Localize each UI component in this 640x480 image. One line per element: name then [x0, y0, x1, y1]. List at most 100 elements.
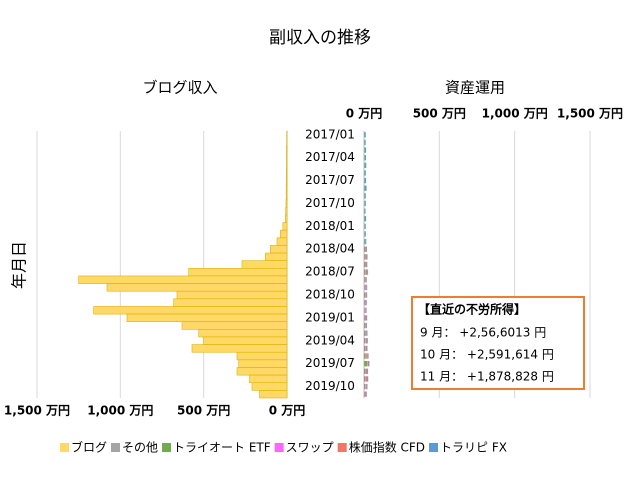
bar-segment: [364, 177, 365, 184]
bar-segment: [364, 383, 366, 390]
bar-segment: [364, 391, 365, 397]
bar: [236, 367, 288, 376]
bar: [285, 191, 288, 200]
legend-swatch: [111, 443, 121, 452]
legend-swatch: [337, 443, 347, 452]
legend-label: スワップ: [286, 441, 334, 455]
bar-segment: [365, 254, 367, 260]
y-tick-label: 2017/01: [305, 127, 355, 141]
bar: [285, 214, 288, 223]
bar-segment: [364, 315, 365, 321]
y-axis-title: 年月日: [10, 241, 29, 289]
bar-segment: [366, 383, 368, 390]
bar-segment: [365, 292, 367, 298]
bar-segment: [366, 353, 368, 359]
bar-segment: [364, 246, 366, 252]
bar: [173, 298, 288, 307]
bar-segment: [364, 216, 367, 222]
legend-label: トライオート ETF: [173, 441, 271, 455]
bar-segment: [364, 162, 367, 168]
bar-segment: [364, 147, 367, 153]
bar-segment: [365, 376, 366, 382]
bar-segment: [365, 277, 367, 283]
bar-segment: [364, 361, 368, 367]
bar-segment: [364, 338, 366, 344]
bar-segment: [365, 368, 366, 374]
legend-label: その他: [122, 441, 158, 455]
bar: [251, 382, 288, 391]
bar-segment: [366, 284, 368, 291]
bar-segment: [364, 299, 366, 306]
bar-segment: [364, 208, 366, 214]
bar-segment: [364, 353, 366, 359]
bar-segment: [364, 147, 365, 153]
bar-segment: [366, 254, 368, 260]
bar: [249, 374, 288, 384]
y-tick-label: 2017/07: [305, 173, 355, 187]
x-tick-label: 500 万円: [177, 404, 230, 418]
bar: [238, 359, 288, 368]
bar-segment: [364, 170, 366, 176]
bar-segment: [364, 368, 366, 374]
bar-segment: [365, 246, 367, 252]
bar-segment: [364, 299, 365, 306]
annotation-box: [411, 296, 585, 390]
bar-segment: [365, 299, 367, 306]
bar: [285, 206, 288, 216]
bar-segment: [367, 269, 369, 275]
bar: [286, 161, 288, 170]
bar-segment: [364, 200, 366, 207]
bar: [286, 153, 288, 162]
bar-segment: [366, 391, 367, 397]
bar: [78, 275, 288, 284]
bar: [191, 344, 288, 353]
bar-segment: [364, 223, 365, 230]
bar-segment: [365, 391, 367, 397]
y-tick-label: 2019/07: [305, 356, 355, 370]
bar-segment: [365, 307, 367, 313]
bar-segment: [364, 170, 365, 176]
bar-segment: [365, 330, 366, 336]
bar: [181, 321, 288, 330]
bar-segment: [364, 155, 365, 161]
bar: [270, 245, 288, 254]
bar-segment: [364, 200, 365, 207]
bar-segment: [365, 345, 367, 352]
bar-segment: [365, 376, 368, 382]
bar-segment: [364, 391, 366, 397]
legend-label: 株価指数 CFD: [349, 440, 425, 455]
bar: [126, 313, 288, 323]
bar-segment: [365, 338, 368, 344]
panel-title: 資産運用: [445, 79, 505, 97]
y-tick-label: 2017/04: [305, 150, 355, 164]
bar-segment: [364, 284, 366, 291]
bar-segment: [365, 284, 367, 291]
legend-swatch: [429, 443, 439, 452]
y-tick-label: 2017/10: [305, 196, 355, 210]
bar-segment: [364, 155, 366, 161]
y-tick-label: 2018/07: [305, 265, 355, 279]
bar-segment: [364, 292, 366, 298]
legend-swatch: [162, 443, 172, 452]
y-tick-label: 2018/10: [305, 288, 355, 302]
bar-segment: [364, 261, 366, 268]
bar-segment: [364, 193, 366, 199]
bar-segment: [364, 216, 365, 222]
bar-segment: [364, 315, 366, 321]
bar-segment: [367, 338, 368, 344]
bar-segment: [365, 261, 367, 268]
bar-segment: [365, 269, 368, 275]
legend-swatch: [274, 443, 284, 452]
bar-segment: [365, 353, 367, 359]
panel-title: ブログ収入: [142, 79, 217, 97]
bar-segment: [365, 330, 367, 336]
bar: [285, 184, 288, 193]
bar-segment: [368, 361, 370, 367]
bar: [286, 145, 288, 155]
y-tick-label: 2018/04: [305, 242, 355, 256]
bar-segment: [366, 292, 368, 298]
bar: [241, 260, 288, 269]
bar-segment: [364, 269, 366, 275]
bar: [282, 222, 288, 231]
bar-segment: [365, 338, 366, 344]
